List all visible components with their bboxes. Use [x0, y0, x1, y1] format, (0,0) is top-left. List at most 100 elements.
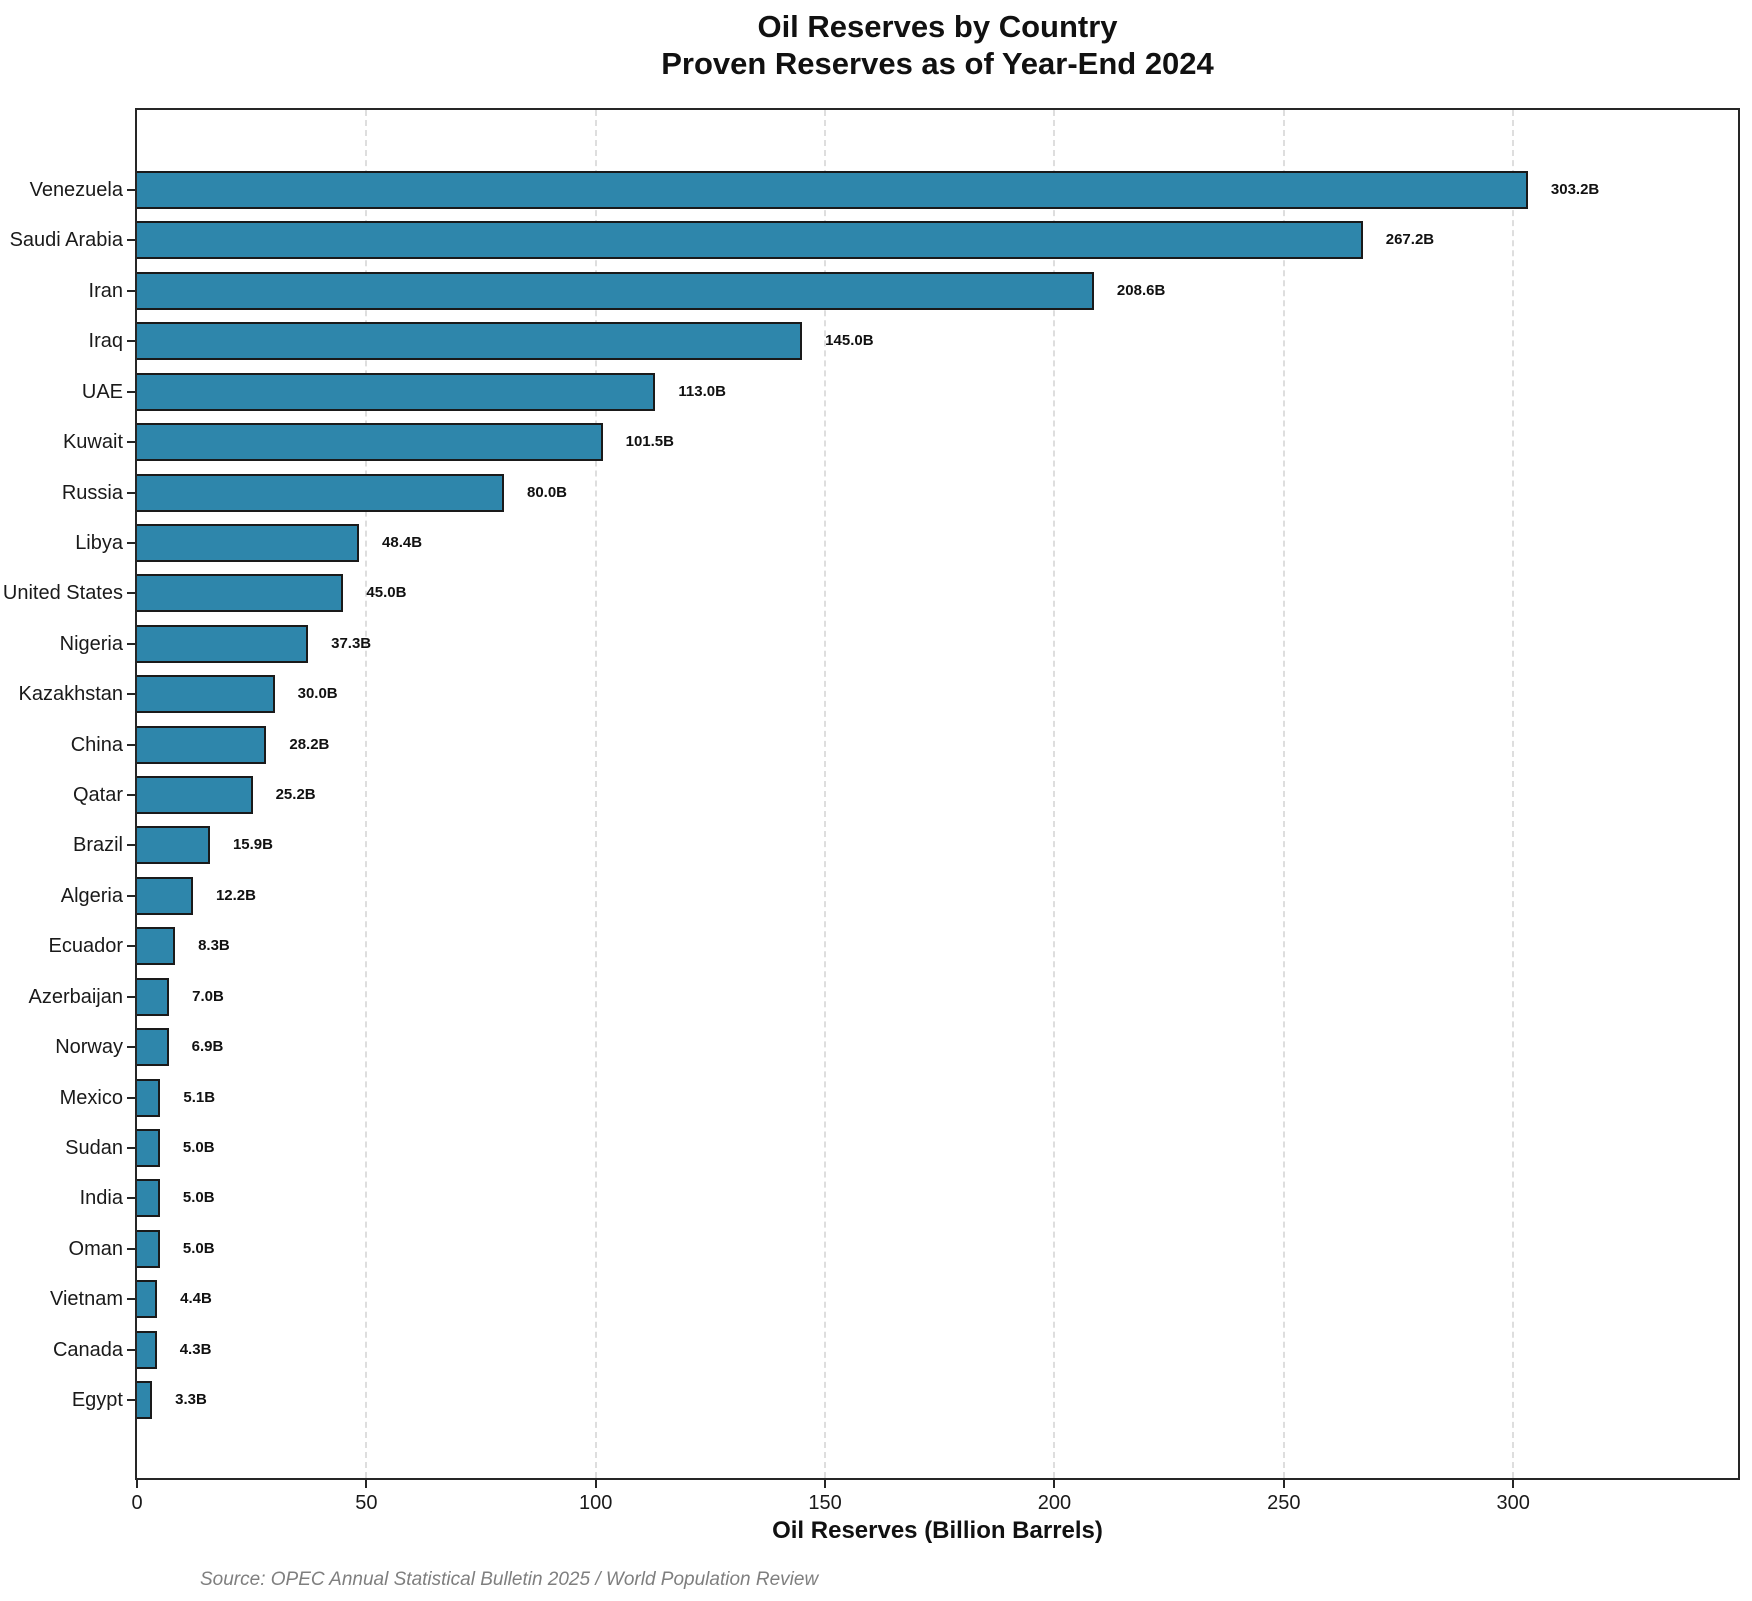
x-tick-mark-100 [594, 1480, 597, 1488]
y-tick-label-norway: Norway [55, 1036, 123, 1059]
y-tick-mark-azerbaijan [127, 995, 135, 998]
bar-venezuela [137, 171, 1528, 209]
y-tick-mark-norway [127, 1046, 135, 1049]
y-tick-label-nigeria: Nigeria [59, 632, 123, 655]
x-tick-label-150: 150 [808, 1492, 842, 1514]
bar-saudi-arabia [137, 221, 1363, 260]
x-tick-mark-200 [1053, 1480, 1056, 1488]
value-label-azerbaijan: 7.0B [192, 987, 224, 1005]
bar-brazil [137, 826, 210, 865]
y-tick-mark-egypt [127, 1399, 135, 1402]
y-tick-label-sudan: Sudan [65, 1136, 123, 1159]
y-tick-label-oman: Oman [68, 1237, 123, 1260]
value-label-algeria: 12.2B [215, 886, 256, 904]
bar-egypt [137, 1381, 153, 1420]
value-label-ecuador: 8.3B [198, 937, 230, 955]
y-tick-mark-mexico [127, 1096, 135, 1099]
y-tick-label-saudi-arabia: Saudi Arabia [9, 229, 123, 252]
y-tick-mark-brazil [127, 844, 135, 847]
bar-china [137, 725, 267, 764]
gridline-x-100 [594, 110, 597, 1478]
gridline-x-250 [1282, 110, 1285, 1478]
value-label-oman: 5.0B [182, 1239, 215, 1257]
gridline-x-50 [365, 110, 368, 1478]
x-tick-label-50: 50 [355, 1492, 378, 1514]
y-tick-mark-sudan [127, 1146, 135, 1149]
bar-nigeria [137, 624, 309, 663]
plot-area: 303.2B 267.2B 208.6B 145.0B 113.0B 101.5B 80.0… [135, 108, 1740, 1480]
y-tick-label-iran: Iran [88, 279, 123, 302]
y-tick-mark-vietnam [127, 1298, 135, 1301]
x-tick-label-200: 200 [1037, 1492, 1072, 1514]
bar-india [137, 1179, 160, 1218]
y-tick-mark-india [127, 1197, 135, 1200]
value-label-china: 28.2B [289, 735, 330, 753]
bar-azerbaijan [137, 977, 170, 1016]
x-tick-mark-250 [1282, 1480, 1285, 1488]
value-label-brazil: 15.9B [232, 836, 273, 854]
chart-title-line1: Oil Reserves by Country [757, 9, 1118, 44]
y-tick-label-uae: UAE [81, 380, 123, 403]
value-label-libya: 48.4B [382, 533, 423, 551]
bar-oman [137, 1229, 160, 1268]
bar-united-states [137, 574, 344, 613]
y-tick-label-azerbaijan: Azerbaijan [28, 985, 123, 1008]
y-tick-label-vietnam: Vietnam [49, 1288, 123, 1311]
bar-algeria [137, 876, 193, 915]
bar-vietnam [137, 1280, 158, 1319]
y-tick-mark-china [127, 743, 135, 746]
x-tick-mark-0 [136, 1480, 138, 1488]
x-tick-mark-150 [824, 1480, 827, 1488]
y-tick-mark-united-states [127, 592, 135, 595]
y-tick-label-russia: Russia [61, 481, 123, 504]
y-tick-mark-nigeria [127, 642, 135, 645]
x-tick-label-250: 250 [1267, 1492, 1301, 1514]
y-tick-mark-ecuador [127, 945, 135, 948]
value-label-qatar: 25.2B [275, 786, 316, 804]
y-tick-mark-kazakhstan [127, 693, 135, 696]
bar-norway [137, 1028, 169, 1067]
x-tick-mark-300 [1512, 1480, 1515, 1488]
bar-iraq [137, 322, 803, 361]
y-tick-mark-iraq [127, 340, 135, 343]
chart-title-line2: Proven Reserves as of Year-End 2024 [661, 46, 1214, 81]
y-tick-mark-kuwait [127, 441, 135, 444]
bar-kazakhstan [137, 675, 275, 714]
bar-sudan [137, 1128, 160, 1167]
y-tick-mark-qatar [127, 794, 135, 797]
value-label-kuwait: 101.5B [625, 433, 674, 451]
bar-uae [137, 372, 656, 411]
y-tick-label-venezuela: Venezuela [29, 179, 123, 201]
bar-russia [137, 473, 504, 512]
value-label-sudan: 5.0B [182, 1138, 215, 1156]
bar-ecuador [137, 927, 176, 966]
source-note: Source: OPEC Annual Statistical Bulletin… [200, 1569, 819, 1590]
y-tick-label-india: India [79, 1187, 123, 1210]
value-label-nigeria: 37.3B [331, 634, 372, 652]
y-tick-label-egypt: Egypt [71, 1389, 123, 1412]
y-tick-label-china: China [70, 733, 123, 756]
y-tick-label-ecuador: Ecuador [48, 935, 124, 958]
x-tick-mark-50 [365, 1480, 368, 1488]
x-axis-label: Oil Reserves (Billion Barrels) [772, 1517, 1103, 1544]
bar-mexico [137, 1078, 161, 1117]
y-tick-mark-algeria [127, 894, 135, 897]
value-label-mexico: 5.1B [183, 1088, 216, 1106]
y-tick-label-iraq: Iraq [88, 330, 123, 353]
x-tick-label-100: 100 [579, 1492, 613, 1514]
y-tick-mark-uae [127, 390, 135, 393]
gridline-x-150 [824, 110, 827, 1478]
y-tick-mark-oman [127, 1247, 135, 1250]
y-tick-label-brazil: Brazil [72, 834, 123, 857]
y-tick-label-libya: Libya [75, 531, 123, 554]
value-label-india: 5.0B [182, 1189, 215, 1207]
y-tick-mark-iran [127, 289, 135, 292]
value-label-egypt: 3.3B [175, 1391, 207, 1409]
bar-canada [137, 1330, 157, 1369]
value-label-vietnam: 4.4B [180, 1290, 212, 1308]
bar-libya [137, 523, 360, 562]
value-label-saudi-arabia: 267.2B [1385, 231, 1435, 249]
bar-iran [137, 271, 1094, 310]
value-label-kazakhstan: 30.0B [297, 685, 338, 703]
